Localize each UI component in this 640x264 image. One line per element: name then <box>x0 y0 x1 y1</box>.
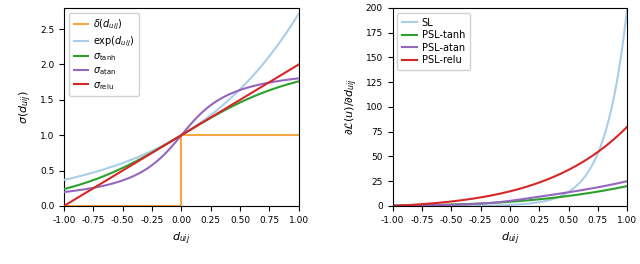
PSL-atan <box>401 204 408 207</box>
PSL-relu <box>401 204 408 207</box>
PSL-relu <box>616 132 624 135</box>
PSL-relu <box>503 191 511 194</box>
PSL-atan <box>388 204 396 207</box>
SL <box>401 204 408 208</box>
Line: PSL-relu: PSL-relu <box>392 127 627 206</box>
PSL-tanh <box>623 185 631 188</box>
SL <box>616 59 624 63</box>
PSL-relu <box>623 125 631 128</box>
Legend: SL, PSL-tanh, PSL-atan, PSL-relu: SL, PSL-tanh, PSL-atan, PSL-relu <box>397 13 470 70</box>
SL <box>388 204 396 208</box>
PSL-atan <box>623 180 631 183</box>
PSL-relu <box>616 132 624 135</box>
PSL-tanh <box>573 193 581 196</box>
SL <box>616 59 624 62</box>
Line: PSL-tanh: PSL-tanh <box>392 186 627 206</box>
PSL-tanh <box>401 204 408 207</box>
PSL-atan <box>573 189 581 192</box>
PSL-atan <box>616 181 624 184</box>
SL <box>503 204 511 207</box>
PSL-tanh <box>388 204 396 207</box>
Y-axis label: $\sigma(d_{uij})$: $\sigma(d_{uij})$ <box>18 90 35 124</box>
PSL-tanh <box>616 186 624 189</box>
PSL-tanh <box>503 200 511 204</box>
X-axis label: $d_{uij}$: $d_{uij}$ <box>500 230 519 247</box>
PSL-tanh <box>497 201 504 204</box>
Legend: $\delta(d_{uij})$, $\exp(d_{uij})$, $\sigma_\mathrm{tanh}$, $\sigma_\mathrm{atan: $\delta(d_{uij})$, $\exp(d_{uij})$, $\si… <box>69 13 140 96</box>
SL <box>497 204 504 207</box>
PSL-atan <box>497 200 504 204</box>
PSL-atan <box>503 200 511 203</box>
PSL-tanh <box>616 186 624 189</box>
PSL-relu <box>573 164 581 167</box>
PSL-relu <box>388 204 396 208</box>
Line: PSL-atan: PSL-atan <box>392 181 627 206</box>
PSL-atan <box>616 181 624 184</box>
Line: SL: SL <box>392 8 627 206</box>
SL <box>623 6 631 10</box>
X-axis label: $d_{uij}$: $d_{uij}$ <box>172 230 191 247</box>
SL <box>573 183 581 187</box>
Y-axis label: $\partial\mathcal{L}(u)/\partial d_{uij}$: $\partial\mathcal{L}(u)/\partial d_{uij}… <box>344 78 360 135</box>
PSL-relu <box>497 192 504 195</box>
